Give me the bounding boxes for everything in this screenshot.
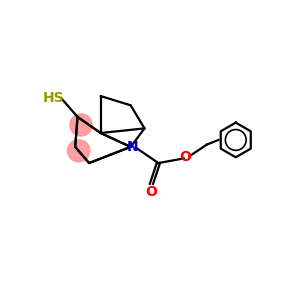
Text: N: N xyxy=(127,140,139,154)
Text: O: O xyxy=(146,185,158,199)
Circle shape xyxy=(68,140,90,162)
Text: O: O xyxy=(179,150,191,164)
Text: HS: HS xyxy=(43,92,64,105)
Circle shape xyxy=(70,114,92,136)
